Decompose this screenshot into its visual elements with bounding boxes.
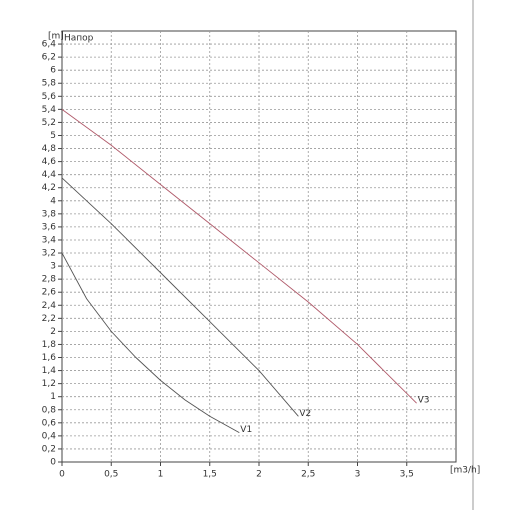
y-tick-label: 4,4 bbox=[42, 170, 57, 180]
y-tick-label: 5,8 bbox=[42, 79, 57, 89]
y-tick-label: 0 bbox=[50, 458, 56, 468]
x-tick-label: 2,5 bbox=[301, 470, 315, 480]
y-tick-label: 4 bbox=[50, 196, 56, 206]
x-tick-label: 1 bbox=[158, 470, 164, 480]
y-tick-label: 6,2 bbox=[42, 53, 56, 63]
y-tick-label: 6,4 bbox=[42, 40, 57, 50]
y-tick-label: 3,6 bbox=[42, 222, 57, 232]
y-tick-label: 0,8 bbox=[42, 405, 57, 415]
y-tick-label: 0,6 bbox=[42, 418, 57, 428]
y-tick-label: 5,2 bbox=[42, 118, 56, 128]
y-tick-label: 0,2 bbox=[42, 444, 56, 454]
y-tick-label: 5,6 bbox=[42, 92, 57, 102]
y-tick-label: 2,2 bbox=[42, 314, 56, 324]
x-tick-label: 0,5 bbox=[104, 470, 118, 480]
series-label: V3 bbox=[418, 396, 430, 406]
y-tick-label: 4,8 bbox=[42, 144, 57, 154]
series-line bbox=[61, 252, 240, 434]
series-line bbox=[61, 109, 417, 404]
y-tick-label: 4,6 bbox=[42, 157, 57, 167]
y-axis-label: [m] bbox=[48, 32, 64, 42]
series-label: V1 bbox=[240, 425, 252, 435]
y-tick-label: 0,4 bbox=[42, 431, 57, 441]
y-tick-label: 4,2 bbox=[42, 183, 56, 193]
y-tick-label: 2 bbox=[50, 327, 56, 337]
annotation: Напор bbox=[64, 34, 94, 44]
x-tick-label: 3,5 bbox=[400, 470, 414, 480]
y-tick-label: 2,4 bbox=[42, 301, 57, 311]
y-tick-label: 1,8 bbox=[42, 340, 57, 350]
y-tick-label: 6 bbox=[50, 66, 56, 76]
y-tick-label: 2,6 bbox=[42, 288, 57, 298]
x-tick-label: 3 bbox=[355, 470, 361, 480]
y-tick-label: 3,4 bbox=[42, 235, 57, 245]
y-tick-label: 3,2 bbox=[42, 249, 56, 259]
y-tick-label: 1 bbox=[50, 392, 56, 402]
y-tick-label: 3,8 bbox=[42, 209, 57, 219]
x-tick-label: 0 bbox=[59, 470, 65, 480]
y-tick-label: 3 bbox=[50, 262, 56, 272]
series-line bbox=[61, 177, 299, 417]
y-tick-label: 5 bbox=[50, 131, 56, 141]
x-axis-label: [m3/h] bbox=[450, 466, 480, 476]
y-tick-label: 1,2 bbox=[42, 379, 56, 389]
x-tick-label: 1,5 bbox=[203, 470, 217, 480]
y-tick-label: 1,4 bbox=[42, 366, 57, 376]
y-tick-label: 2,8 bbox=[42, 275, 57, 285]
y-tick-label: 5,4 bbox=[42, 105, 57, 115]
series-label: V2 bbox=[299, 409, 311, 419]
y-tick-label: 1,6 bbox=[42, 353, 57, 363]
x-tick-label: 2 bbox=[256, 470, 262, 480]
